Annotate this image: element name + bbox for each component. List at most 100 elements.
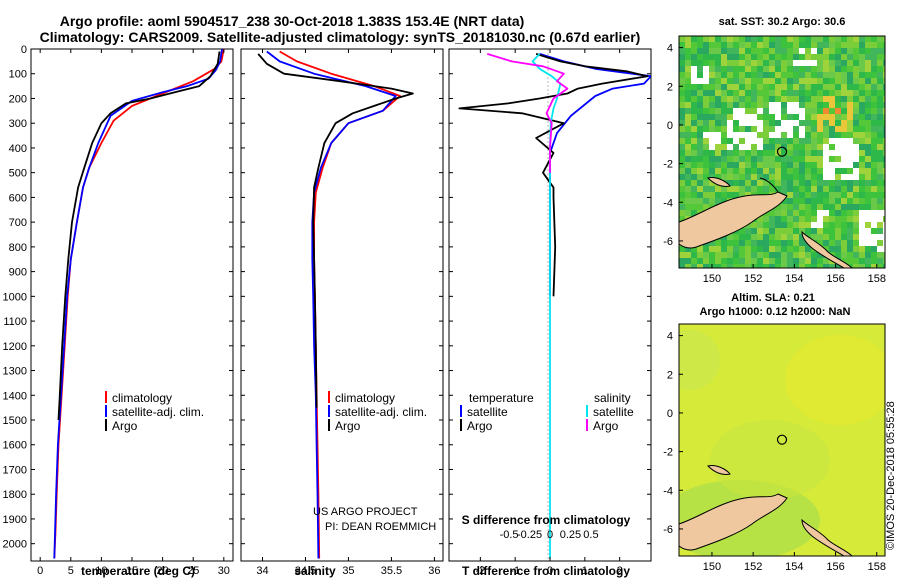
x-tick-label: -2 — [475, 565, 485, 577]
sst-cell — [793, 114, 799, 120]
sst-cell — [781, 150, 787, 156]
sst-cell — [745, 48, 751, 54]
sst-cell — [781, 240, 787, 246]
sst-cell — [721, 252, 727, 258]
sst-cell — [823, 84, 829, 90]
sst-cell — [883, 168, 885, 174]
map-y-tick-label: 0 — [667, 408, 673, 420]
sst-cell — [763, 258, 769, 264]
sst-cell — [721, 246, 727, 252]
sst-cell — [805, 78, 811, 84]
sst-cell — [847, 60, 853, 66]
sla-map-axes: 150 152 154 156 158 4 2 0 -2 -4 -6 — [663, 331, 886, 573]
sst-cell — [835, 42, 841, 48]
sst-cell — [709, 180, 715, 186]
sst-cell — [781, 120, 787, 126]
sst-cell — [775, 174, 781, 180]
sst-cell — [775, 252, 781, 258]
sst-cell — [733, 36, 739, 42]
sst-cell — [841, 216, 847, 222]
sst-cell — [769, 120, 775, 126]
sst-cell — [841, 180, 847, 186]
sst-cell — [835, 108, 841, 114]
sst-cell — [715, 258, 721, 264]
sst-cell — [685, 258, 691, 264]
sst-cell — [691, 138, 697, 144]
sst-cell — [703, 150, 709, 156]
sst-cell — [829, 228, 835, 234]
sst-cell — [853, 102, 859, 108]
sst-cell — [847, 138, 853, 144]
sst-cell — [745, 240, 751, 246]
sst-cell — [817, 186, 823, 192]
sst-cell — [715, 168, 721, 174]
sst-cell — [799, 156, 805, 162]
sst-cell — [883, 156, 885, 162]
sst-cell — [679, 198, 685, 204]
sst-cell — [775, 126, 781, 132]
sst-cell — [751, 48, 757, 54]
sst-cell — [853, 216, 859, 222]
sst-cell — [865, 60, 871, 66]
sst-cell — [817, 108, 823, 114]
sst-cell — [799, 102, 805, 108]
sst-cell — [787, 216, 793, 222]
sst-cell — [709, 192, 715, 198]
sst-cell — [751, 36, 757, 42]
sst-cell — [799, 66, 805, 72]
sst-cell — [883, 54, 885, 60]
sst-cell — [877, 204, 883, 210]
map-x-tick-label: 158 — [868, 561, 886, 573]
sst-cell — [811, 114, 817, 120]
x-tick-label: -1 — [510, 565, 520, 577]
difference-legend: temperature satellite Argo salinity sate… — [460, 391, 634, 433]
sst-cell — [805, 132, 811, 138]
sst-cell — [817, 54, 823, 60]
sst-cell — [877, 150, 883, 156]
sst-cell — [793, 144, 799, 150]
sst-cell — [811, 132, 817, 138]
sst-cell — [775, 210, 781, 216]
salinity-legend: climatology satellite-adj. clim. Argo — [328, 391, 427, 433]
sst-cell — [691, 90, 697, 96]
sst-cell — [859, 108, 865, 114]
sst-cell — [859, 48, 865, 54]
sst-cell — [679, 192, 685, 198]
sst-cell — [745, 252, 751, 258]
sst-cell — [883, 222, 885, 228]
sst-cell — [745, 96, 751, 102]
sst-cell — [703, 114, 709, 120]
sst-cell — [841, 54, 847, 60]
sst-cell — [787, 138, 793, 144]
series-line-salinity-argo — [487, 53, 569, 173]
depth-tick-label: 400 — [9, 143, 27, 155]
sst-cell — [739, 186, 745, 192]
sst-cell — [763, 156, 769, 162]
sst-cell — [877, 108, 883, 114]
sst-cell — [745, 132, 751, 138]
sst-cell — [775, 216, 781, 222]
sst-cell — [835, 120, 841, 126]
sst-cell — [811, 216, 817, 222]
sst-cell — [877, 36, 883, 42]
sst-cell — [781, 156, 787, 162]
imos-stamp: ©IMOS 20-Dec-2018 05:55:28 — [885, 401, 897, 550]
x-tick-label: 0 — [37, 565, 43, 577]
sst-cell — [697, 204, 703, 210]
sst-cell — [859, 72, 865, 78]
sst-cell — [775, 156, 781, 162]
sst-cell — [793, 84, 799, 90]
sst-cell — [679, 264, 685, 268]
sst-cell — [799, 222, 805, 228]
sst-cell — [739, 102, 745, 108]
sst-cell — [793, 168, 799, 174]
sst-cell — [679, 96, 685, 102]
sst-cell — [769, 78, 775, 84]
sst-cell — [727, 144, 733, 150]
sst-cell — [751, 138, 757, 144]
sst-cell — [769, 144, 775, 150]
sst-cell — [829, 102, 835, 108]
sst-cell — [721, 168, 727, 174]
sst-cell — [691, 168, 697, 174]
sst-cell — [859, 114, 865, 120]
